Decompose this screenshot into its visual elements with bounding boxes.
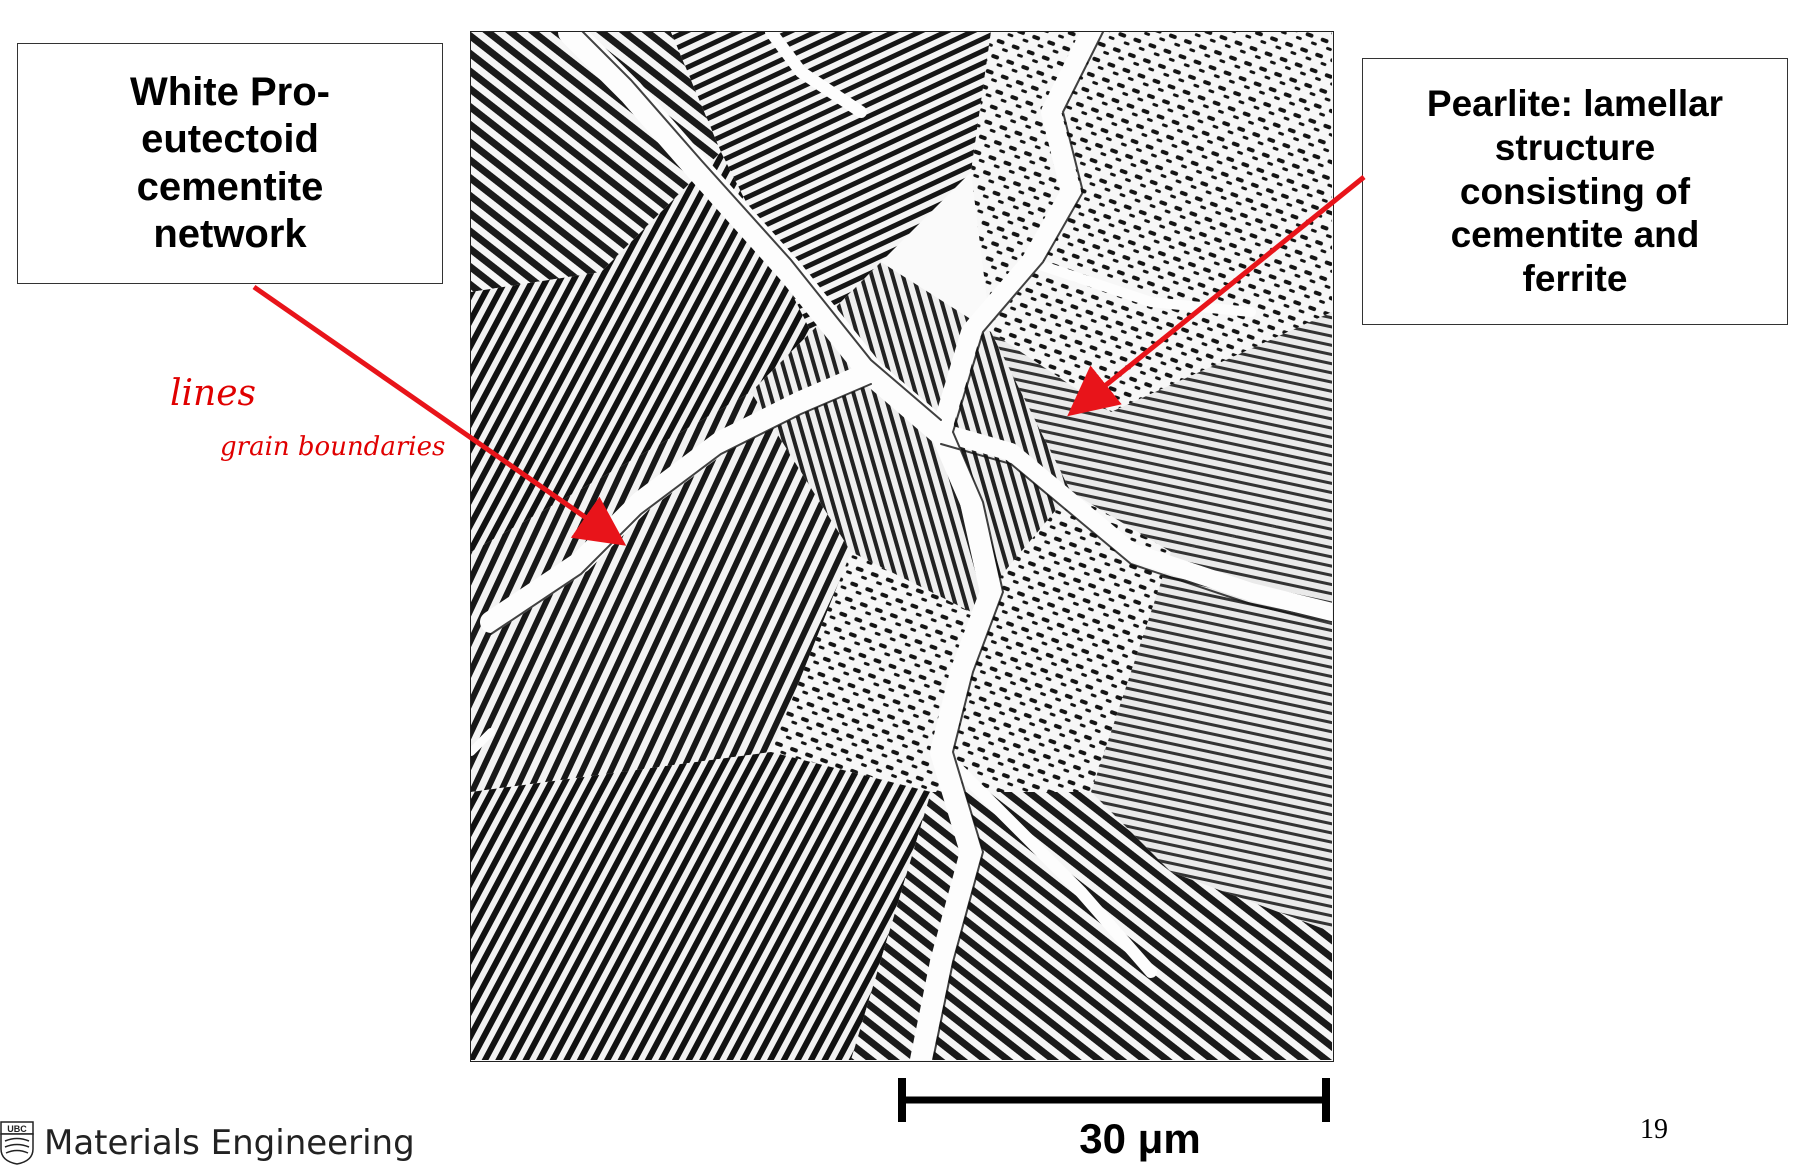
scale-bar-label: 30 μm [1079, 1115, 1201, 1162]
pearlite-label-box: Pearlite: lamellar structure consisting … [1362, 58, 1788, 325]
micrograph-image [470, 31, 1334, 1062]
handwritten-line-1: lines [170, 373, 256, 414]
cementite-label-box: White Pro- eutectoid cementite network [17, 43, 443, 284]
handwritten-line-2: grain boundaries [220, 432, 445, 462]
footer-title: Materials Engineering [44, 1123, 415, 1163]
micrograph-texture [471, 32, 1332, 1060]
cementite-label-text: White Pro- eutectoid cementite network [130, 70, 330, 256]
footer: UBC Materials Engineering [0, 1116, 415, 1170]
page-number: 19 [1640, 1114, 1668, 1145]
ubc-crest-icon: UBC [0, 1121, 34, 1165]
pearlite-label-text: Pearlite: lamellar structure consisting … [1426, 83, 1724, 299]
svg-text:UBC: UBC [7, 1124, 27, 1134]
